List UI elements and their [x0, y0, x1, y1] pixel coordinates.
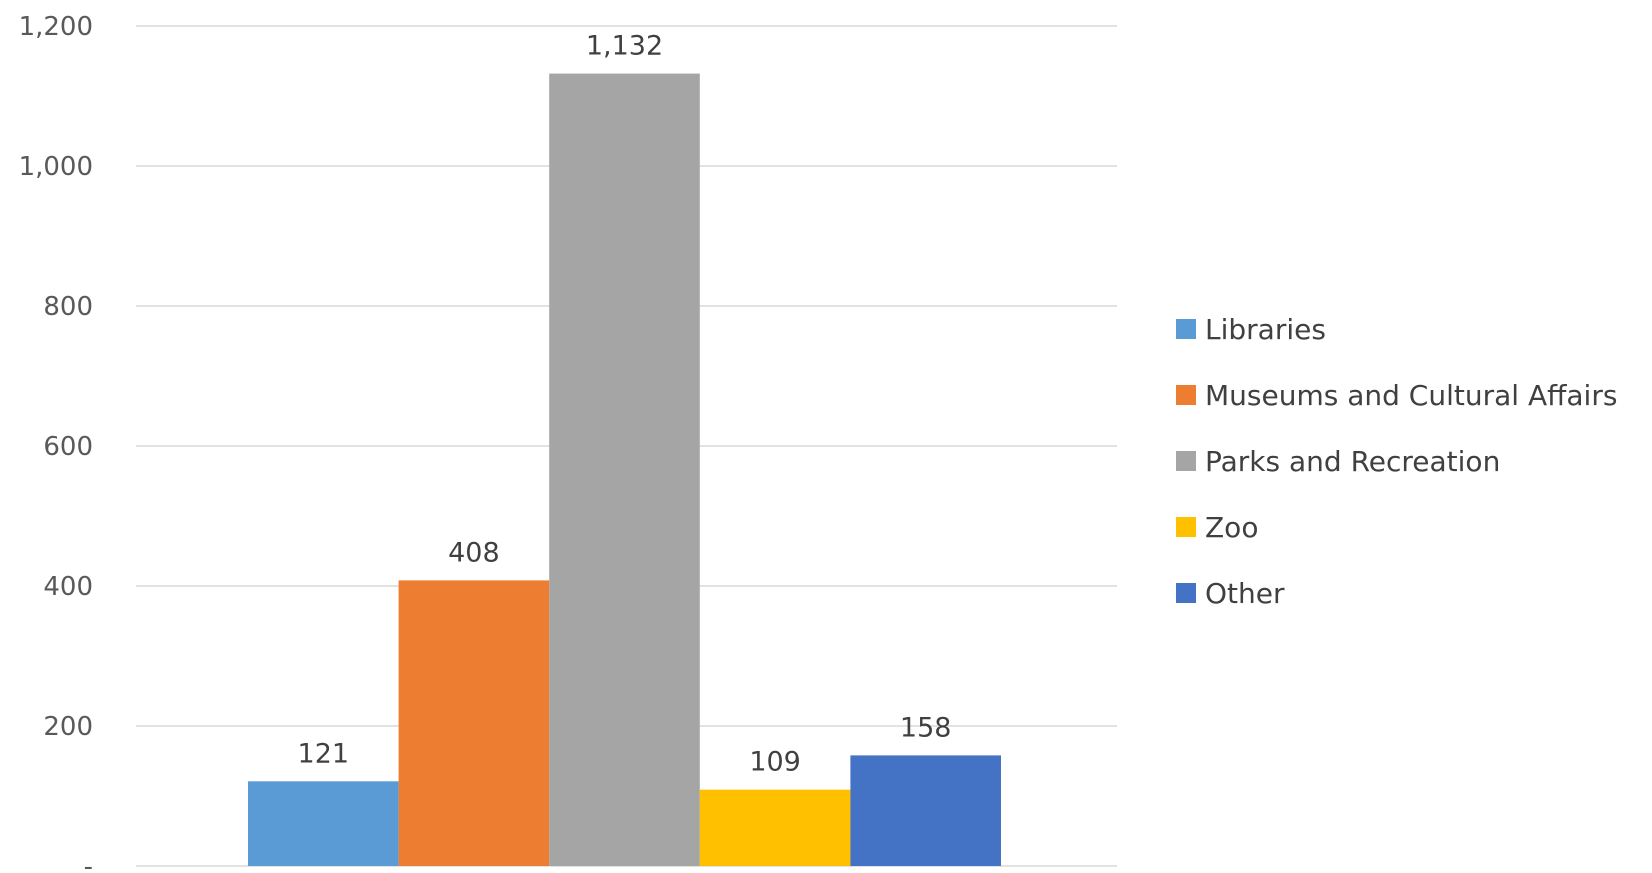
bar	[699, 789, 851, 866]
legend-swatch	[1176, 319, 1196, 339]
bar	[248, 781, 399, 866]
legend-item: Museums and Cultural Affairs	[1176, 362, 1646, 428]
bars	[248, 73, 1001, 867]
y-tick-label: 800	[43, 292, 93, 322]
legend-item: Other	[1176, 560, 1646, 626]
legend-swatch	[1176, 517, 1196, 537]
y-tick-label: 400	[43, 572, 93, 602]
legend-item: Parks and Recreation	[1176, 428, 1646, 494]
y-tick-label: 600	[43, 432, 93, 462]
chart-legend: Libraries Museums and Cultural Affairs Par…	[1176, 296, 1646, 626]
bar-value-label: 1,132	[586, 31, 663, 62]
bar	[850, 755, 1001, 866]
y-tick-label: 1,200	[19, 12, 93, 42]
legend-label: Parks and Recreation	[1205, 444, 1501, 478]
y-tick-label: -	[84, 852, 93, 873]
legend-swatch	[1176, 451, 1196, 471]
bar-value-label: 109	[749, 747, 801, 778]
legend-label: Museums and Cultural Affairs	[1205, 378, 1618, 412]
y-tick-label: 200	[43, 712, 93, 742]
legend-label: Libraries	[1205, 312, 1326, 346]
legend-swatch	[1176, 583, 1196, 603]
legend-swatch	[1176, 385, 1196, 405]
legend-label: Zoo	[1205, 510, 1259, 544]
data-labels: 121 408 1,132 109 158	[298, 31, 952, 778]
bar-value-label: 408	[448, 537, 500, 568]
bar-value-label: 121	[298, 738, 350, 769]
bar	[549, 73, 700, 867]
legend-item: Zoo	[1176, 494, 1646, 560]
legend-label: Other	[1205, 576, 1285, 610]
legend-item: Libraries	[1176, 296, 1646, 362]
y-axis-tick-labels: - 200 400 600 800 1,000 1,200	[19, 12, 93, 873]
bar-value-label: 158	[900, 712, 952, 743]
y-tick-label: 1,000	[19, 152, 93, 182]
bar	[398, 580, 550, 866]
